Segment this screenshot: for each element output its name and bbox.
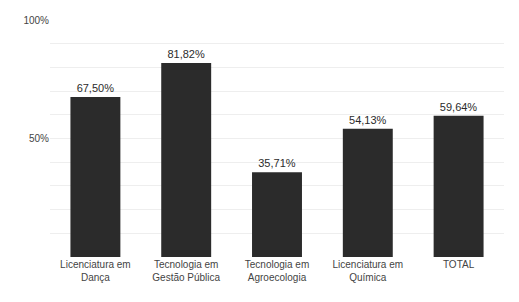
svg-text:54,13%: 54,13%	[349, 114, 387, 126]
svg-text:Licenciatura emQuímica: Licenciatura emQuímica	[333, 259, 404, 283]
svg-text:TOTAL: TOTAL	[443, 259, 475, 270]
svg-text:35,71%: 35,71%	[258, 157, 296, 169]
svg-text:100%: 100%	[23, 15, 49, 26]
svg-text:59,64%: 59,64%	[440, 101, 478, 113]
svg-text:Tecnologia emAgroecologia: Tecnologia emAgroecologia	[245, 259, 309, 283]
svg-text:81,82%: 81,82%	[167, 48, 205, 60]
svg-text:50%: 50%	[29, 133, 49, 144]
svg-text:67,50%: 67,50%	[77, 82, 115, 94]
svg-text:Tecnologia emGestão Pública: Tecnologia emGestão Pública	[152, 259, 220, 283]
svg-text:Licenciatura emDança: Licenciatura emDança	[60, 259, 131, 283]
